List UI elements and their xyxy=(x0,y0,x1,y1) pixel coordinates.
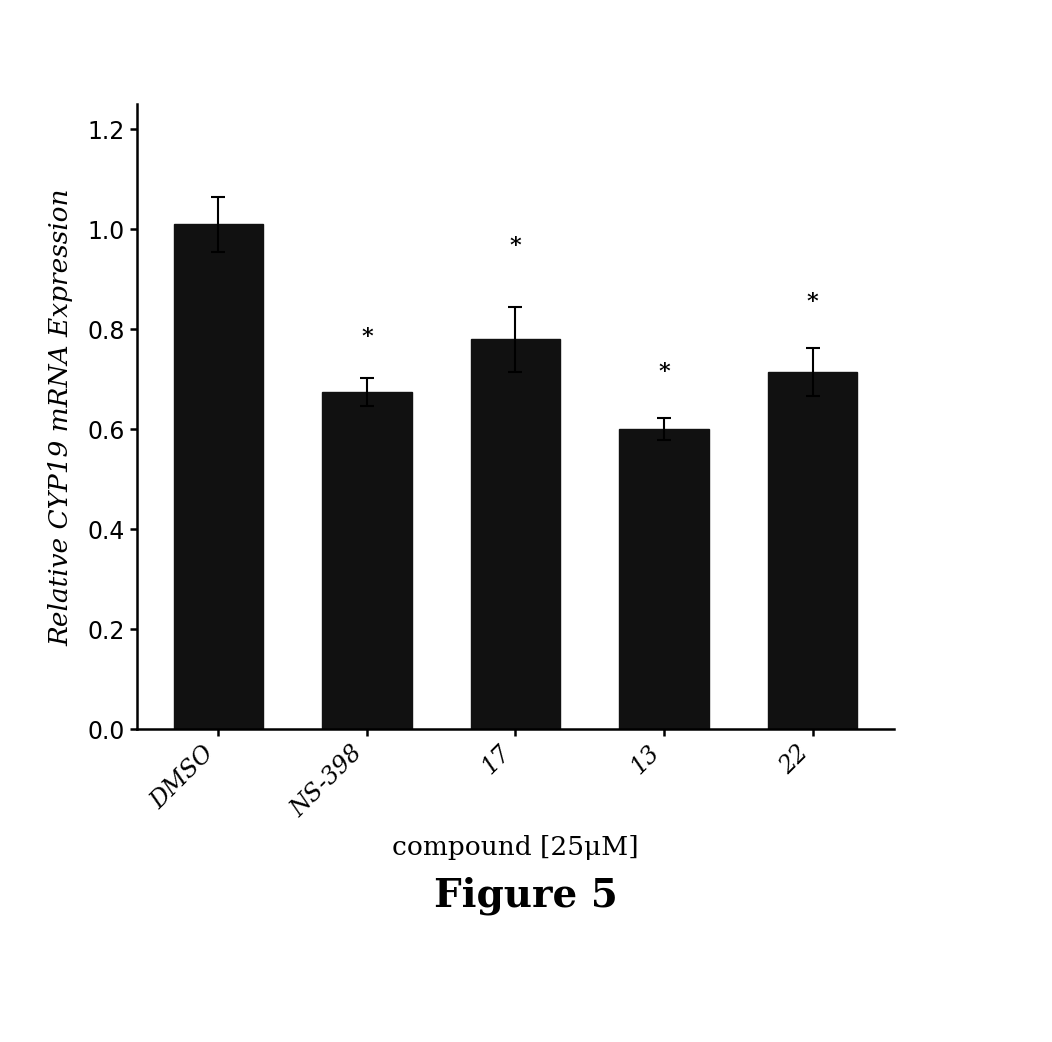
Bar xyxy=(174,224,263,729)
Bar xyxy=(620,429,709,729)
Text: *: * xyxy=(509,234,522,256)
Text: Figure 5: Figure 5 xyxy=(434,877,618,915)
X-axis label: compound [25μM]: compound [25μM] xyxy=(392,836,639,861)
Y-axis label: Relative CYP19 mRNA Expression: Relative CYP19 mRNA Expression xyxy=(48,188,74,646)
Bar xyxy=(768,372,857,729)
Text: *: * xyxy=(361,326,372,348)
Bar xyxy=(471,340,560,729)
Text: *: * xyxy=(807,291,818,313)
Text: *: * xyxy=(659,362,670,383)
Bar xyxy=(322,392,411,729)
